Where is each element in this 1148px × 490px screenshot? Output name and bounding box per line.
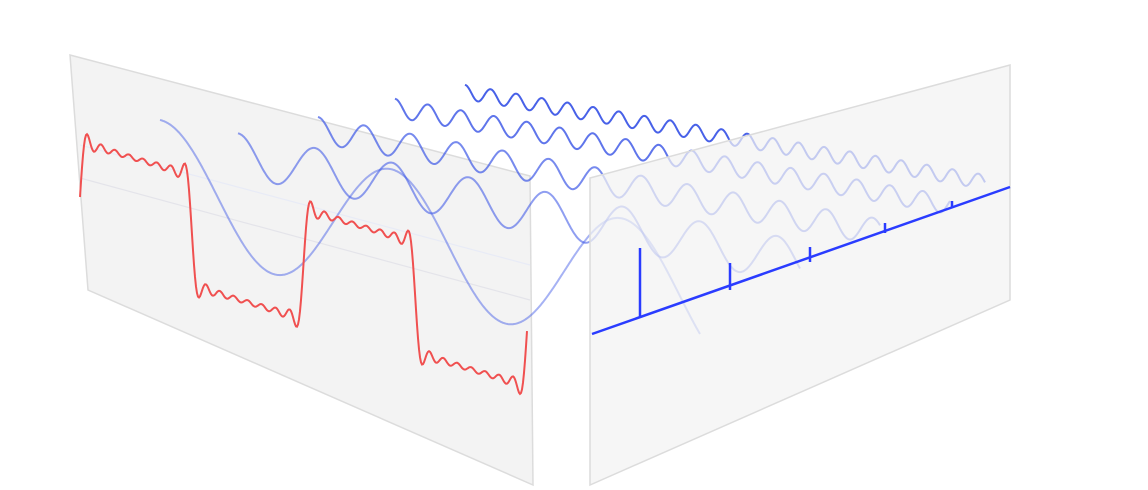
frequency-panel (589, 64, 1011, 487)
frequency-axis (591, 185, 1011, 336)
square-wave (79, 132, 528, 396)
panel-guide (79, 144, 531, 266)
spectrum-spikes (638, 201, 954, 318)
time-panel (69, 54, 534, 487)
